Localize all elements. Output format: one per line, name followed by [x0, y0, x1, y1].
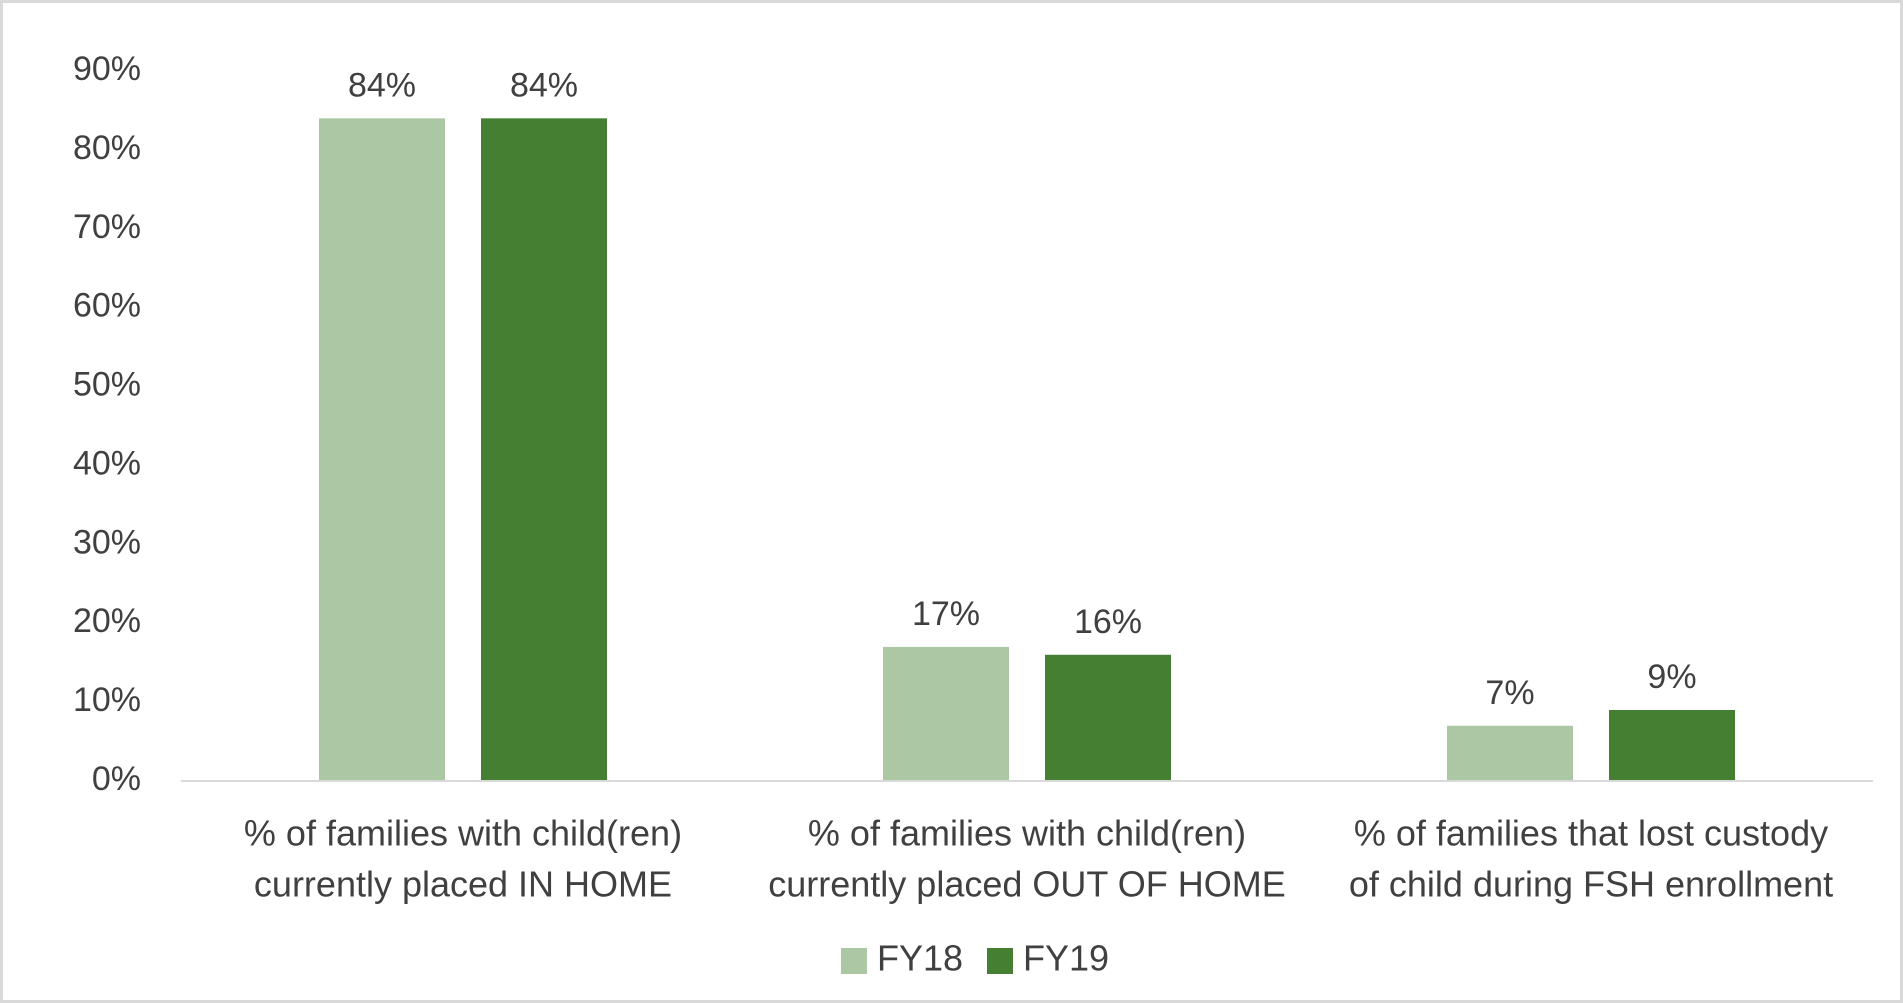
category-label: currently placed IN HOME [254, 864, 672, 905]
data-label: 16% [1074, 603, 1142, 641]
data-labels: 84% 84% 17% 16% 7% 9% [348, 66, 1697, 711]
bars [319, 118, 1735, 782]
y-tick-label: 50% [73, 366, 141, 404]
category-labels: % of families with child(ren) currently p… [244, 813, 1833, 905]
legend: FY18 FY19 [840, 938, 1109, 979]
bar-fy18-3 [1447, 725, 1573, 781]
bar-fy18-2 [883, 646, 1009, 781]
data-label: 7% [1485, 674, 1534, 712]
legend-label: FY19 [1023, 938, 1109, 979]
y-tick-label: 40% [73, 444, 141, 482]
legend-label: FY18 [877, 938, 963, 979]
y-tick-label: 60% [73, 287, 141, 325]
y-tick-label: 10% [73, 681, 141, 719]
y-tick-label: 70% [73, 208, 141, 246]
category-label: currently placed OUT OF HOME [768, 864, 1285, 905]
legend-item-fy19: FY19 [987, 938, 1109, 979]
category-label: % of families with child(ren) [808, 813, 1246, 854]
bar-fy18-1 [319, 118, 445, 782]
legend-swatch [987, 948, 1013, 974]
y-tick-label: 20% [73, 602, 141, 640]
data-label: 17% [912, 595, 980, 633]
bar-fy19-1 [481, 118, 607, 782]
data-label: 9% [1647, 658, 1696, 696]
bar-chart: 0% 10% 20% 30% 40% 50% 60% 70% 80% 90% 84% 84% 17% 1… [73, 50, 1873, 979]
data-label: 84% [348, 66, 416, 104]
category-label: % of families that lost custody [1354, 813, 1828, 854]
y-tick-label: 0% [92, 760, 141, 798]
data-label: 84% [510, 66, 578, 104]
bar-fy19-3 [1609, 710, 1735, 781]
y-tick-label: 30% [73, 523, 141, 561]
y-axis: 0% 10% 20% 30% 40% 50% 60% 70% 80% 90% [73, 50, 141, 798]
legend-item-fy18: FY18 [840, 938, 963, 979]
y-tick-label: 80% [73, 129, 141, 167]
category-label: of child during FSH enrollment [1349, 864, 1833, 905]
legend-swatch [840, 948, 867, 974]
category-label: % of families with child(ren) [244, 813, 682, 854]
y-tick-label: 90% [73, 50, 141, 88]
bar-fy19-2 [1045, 654, 1171, 781]
